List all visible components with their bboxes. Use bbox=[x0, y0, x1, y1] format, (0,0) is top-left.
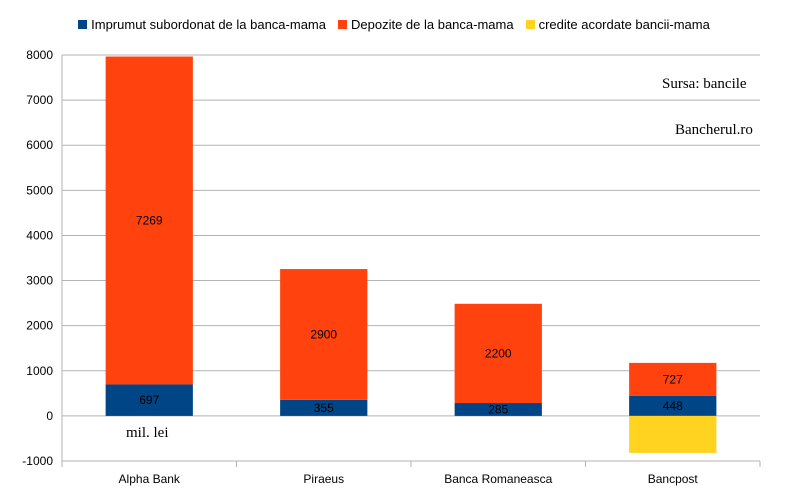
y-tick-label: 3000 bbox=[26, 274, 53, 288]
bar-segment bbox=[454, 403, 542, 416]
y-tick-label: 4000 bbox=[26, 228, 53, 242]
legend-label-subordinated-loan: Imprumut subordonat de la banca-mama bbox=[91, 17, 326, 32]
legend-swatch-deposits bbox=[338, 20, 347, 29]
x-tick-label: Banca Romaneasca bbox=[444, 472, 552, 486]
data-label: 2200 bbox=[485, 346, 512, 360]
y-tick-label: 2000 bbox=[26, 319, 53, 333]
bar-segment bbox=[629, 415, 717, 453]
data-label: 7269 bbox=[136, 213, 163, 227]
x-tick-label: Piraeus bbox=[303, 472, 344, 486]
legend-item-deposits: Depozite de la banca-mama bbox=[338, 17, 514, 32]
bar-segment bbox=[629, 362, 717, 396]
bar-segment bbox=[629, 395, 717, 416]
y-tick-label: 0 bbox=[46, 409, 53, 423]
x-tick-label: Alpha Bank bbox=[119, 472, 181, 486]
legend-item-subordinated-loan: Imprumut subordonat de la banca-mama bbox=[78, 17, 326, 32]
unit-note: mil. lei bbox=[126, 425, 169, 441]
legend: Imprumut subordonat de la banca-mama Dep… bbox=[0, 17, 788, 32]
y-tick-label: -1000 bbox=[22, 454, 53, 468]
legend-swatch-credits bbox=[525, 20, 535, 29]
y-tick-label: 8000 bbox=[26, 48, 53, 62]
data-label: 448 bbox=[663, 399, 683, 413]
data-label: 2900 bbox=[310, 327, 337, 341]
bar-segment bbox=[105, 56, 193, 385]
bar-segment bbox=[454, 303, 542, 404]
y-tick-label: 5000 bbox=[26, 183, 53, 197]
legend-label-deposits: Depozite de la banca-mama bbox=[351, 17, 514, 32]
legend-label-credits: credite acordate bancii-mama bbox=[538, 17, 710, 32]
bar-segment bbox=[105, 384, 193, 416]
y-tick-label: 6000 bbox=[26, 138, 53, 152]
legend-swatch-subordinated-loan bbox=[78, 20, 88, 29]
bar-segment bbox=[280, 269, 368, 400]
data-label: 355 bbox=[314, 401, 334, 415]
bar-segment bbox=[280, 399, 368, 416]
brand-note: Bancherul.ro bbox=[675, 122, 753, 138]
data-label: 697 bbox=[139, 393, 159, 407]
legend-item-credits: credite acordate bancii-mama bbox=[525, 17, 710, 32]
data-label: 285 bbox=[488, 402, 508, 416]
source-note: Sursa: bancile bbox=[662, 76, 747, 92]
x-tick-label: Bancpost bbox=[648, 472, 699, 486]
y-tick-label: 1000 bbox=[26, 364, 53, 378]
y-tick-label: 7000 bbox=[26, 93, 53, 107]
data-label: 727 bbox=[663, 372, 683, 386]
